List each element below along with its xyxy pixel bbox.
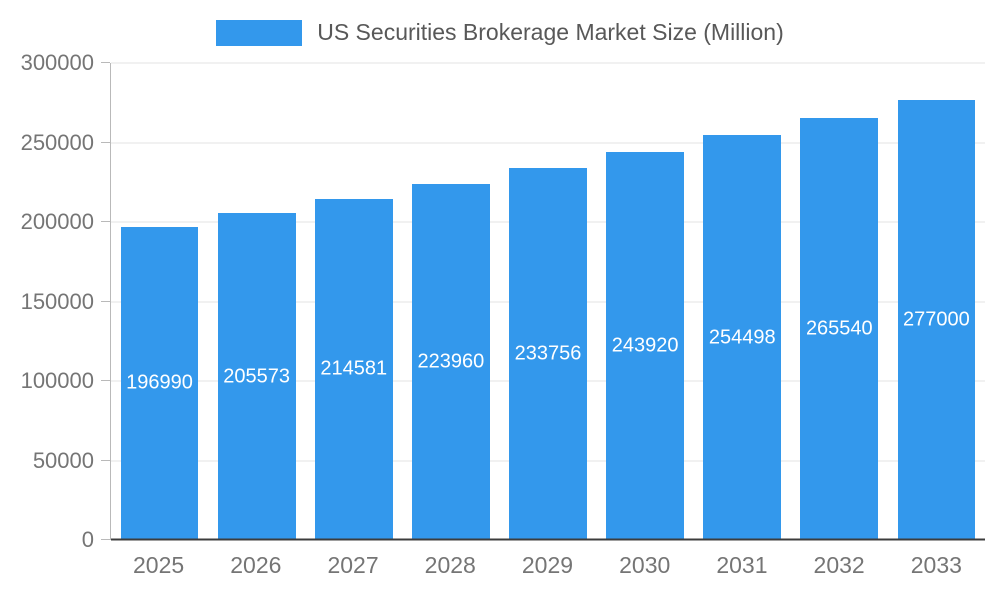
y-axis-tick-label: 300000 xyxy=(20,50,94,75)
x-axis-tick-label: 2030 xyxy=(619,552,671,578)
y-axis-tick-label: 200000 xyxy=(20,209,94,235)
bar-value-label: 265540 xyxy=(805,317,873,340)
bar-2027: 214581 xyxy=(314,198,393,540)
bar-band-2029: 233756 xyxy=(499,63,596,540)
x-axis-tick-label: 2032 xyxy=(813,552,865,578)
y-axis-tick-label: 100000 xyxy=(20,368,94,394)
x-axis: 2025 2026 2027 2028 2029 2030 2031 2032 2033 xyxy=(110,552,985,584)
plot-area: 196990 205573 214581 223960 233756 243920 2544… xyxy=(110,62,985,541)
x-axis-tick-label: 2027 xyxy=(327,552,379,578)
y-axis-tick-label: 50000 xyxy=(32,447,94,473)
bar-band-2026: 205573 xyxy=(208,63,305,540)
bar-value-label: 254498 xyxy=(708,326,776,349)
bar-value-label: 243920 xyxy=(611,334,679,357)
y-axis: 0 50000 100000 150000 200000 250000 300000 xyxy=(0,50,110,552)
chart-legend: US Securities Brokerage Market Size (Mil… xyxy=(0,19,1000,46)
x-axis-tick-label: 2028 xyxy=(424,552,476,578)
bar-band-2025: 196990 xyxy=(111,63,208,540)
y-axis-tick-mark xyxy=(101,221,110,223)
bar-value-label: 223960 xyxy=(417,350,485,373)
y-axis-tick-mark xyxy=(101,539,110,540)
x-axis-tick-label: 2025 xyxy=(133,552,185,578)
bar-2028: 223960 xyxy=(412,183,490,540)
x-axis-tick-label: 2033 xyxy=(910,552,962,578)
bar-value-label: 214581 xyxy=(320,357,388,380)
y-axis-tick-mark xyxy=(101,459,110,461)
gridline xyxy=(111,142,985,143)
bar-band-2032: 265540 xyxy=(791,63,888,540)
bar-2032: 265540 xyxy=(800,117,879,540)
y-axis-tick-label: 0 xyxy=(81,527,94,552)
bar-2031: 254498 xyxy=(703,135,782,540)
x-axis-tick-label: 2026 xyxy=(230,552,282,578)
y-axis-tick-mark xyxy=(101,380,110,382)
x-axis-baseline xyxy=(111,538,985,541)
y-axis-tick-mark xyxy=(101,62,110,63)
bar-value-label: 196990 xyxy=(126,371,193,394)
bar-value-label: 233756 xyxy=(514,342,582,365)
x-axis-tick-label: 2029 xyxy=(521,552,574,578)
bar-2026: 205573 xyxy=(217,213,296,540)
chart-title: US Securities Brokerage Market Size (Mil… xyxy=(317,19,784,45)
bar-band-2027: 214581 xyxy=(305,63,402,540)
legend-swatch xyxy=(216,19,303,46)
bar-band-2028: 223960 xyxy=(402,63,499,540)
bar-2033: 277000 xyxy=(897,99,976,540)
bar-value-label: 277000 xyxy=(903,308,970,331)
bar-band-2033: 277000 xyxy=(888,63,985,540)
bar-band-2030: 243920 xyxy=(597,63,694,540)
bar-2029: 233756 xyxy=(509,168,587,540)
bar-band-2031: 254498 xyxy=(694,63,791,540)
y-axis-tick-label: 150000 xyxy=(20,288,94,314)
bar-value-label: 205573 xyxy=(223,365,291,388)
gridline xyxy=(111,62,985,64)
y-axis-tick-mark xyxy=(101,300,110,302)
y-axis-tick-label: 250000 xyxy=(20,129,94,155)
bars-group: 196990 205573 214581 223960 233756 243920 2544… xyxy=(111,63,985,540)
x-axis-tick-label: 2031 xyxy=(716,552,768,578)
bar-2025: 196990 xyxy=(120,226,199,540)
bar-2030: 243920 xyxy=(606,152,684,540)
y-axis-tick-mark xyxy=(101,141,110,143)
